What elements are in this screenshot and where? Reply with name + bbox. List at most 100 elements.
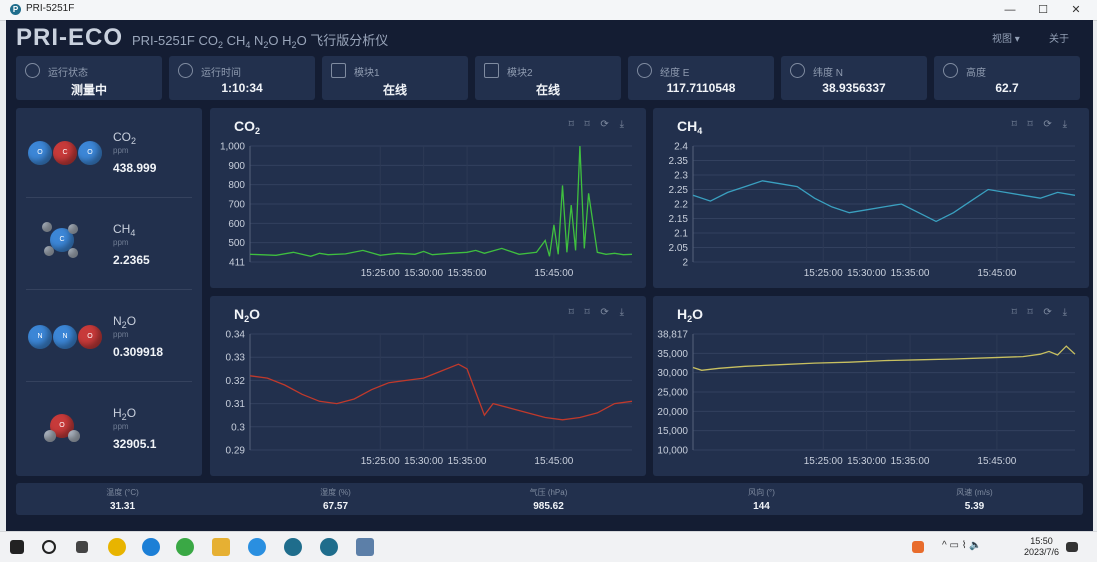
notification-icon[interactable]: [1066, 542, 1078, 552]
subtitle-text: O 飞行版分析仪: [296, 33, 389, 48]
stat-value: 1:10:34: [221, 81, 263, 95]
close-button[interactable]: ✕: [1071, 4, 1081, 16]
x-tick-label: 15:35:00: [448, 268, 487, 279]
maximize-button[interactable]: ☐: [1038, 4, 1048, 16]
task-view-icon[interactable]: [76, 541, 88, 553]
chart-icon: [331, 63, 346, 78]
y-tick-label: 10,000: [657, 446, 688, 457]
gas-readings-panel: O C O CO2 ppm 438.999 C CH4 ppm 2.2365 N…: [16, 108, 202, 476]
y-tick-label: 35,000: [657, 349, 688, 360]
x-tick-label: 15:35:00: [448, 456, 487, 467]
stat-value: 62.7: [995, 81, 1019, 95]
browser-icon[interactable]: [176, 538, 194, 556]
chart-toolbox[interactable]: ⌑ ⌑ ⟳ ⤓: [568, 307, 628, 318]
x-tick-label: 15:25:00: [804, 268, 843, 279]
chart-toolbox[interactable]: ⌑ ⌑ ⟳ ⤓: [1011, 307, 1071, 318]
chart-plot: 1,000 900 800 700 600 500 411 15:25:00 15:30:00 1…: [220, 142, 633, 279]
subtitle-sub: 2: [263, 40, 269, 50]
ch4-chart: 2.4 2.35 2.3 2.25 2.2 2.15 2.1 2.05 2 15:25:00 15:…: [653, 108, 1089, 288]
system-tray[interactable]: ^ ▭ ⌇ 🔈: [942, 540, 982, 551]
y-tick-label: 2.25: [669, 185, 689, 196]
gas-unit: ppm: [113, 330, 129, 339]
y-tick-label: 20,000: [657, 407, 688, 418]
series-line: [249, 145, 633, 257]
gas-name: N2O: [113, 314, 137, 330]
ie-icon[interactable]: [248, 538, 266, 556]
stat-altitude: 高度 62.7: [934, 56, 1080, 100]
nitrogen-atom-icon: N: [28, 325, 52, 349]
pri-app-icon[interactable]: [320, 538, 338, 556]
gas-name: H2O: [113, 406, 137, 422]
gas-row-ch4: C CH4 ppm 2.2365: [16, 200, 202, 290]
stat-value: 在线: [382, 83, 407, 97]
window-title: PRI-5251F: [26, 3, 75, 14]
y-tick-label: 2.3: [674, 171, 688, 182]
y-tick-label: 0.32: [226, 376, 246, 387]
taskbar-clock[interactable]: 15:50 2023/7/6: [1024, 536, 1059, 558]
stat-module1: 模块1 在线: [322, 56, 468, 100]
chrome-icon[interactable]: [108, 538, 126, 556]
pri-app-icon[interactable]: [284, 538, 302, 556]
divider: [26, 381, 192, 382]
weather-value: 5.39: [964, 501, 985, 512]
weather-wind-speed: 风速 (m/s) 5.39: [868, 483, 1081, 515]
gas-value: 0.309918: [113, 345, 164, 359]
gas-row-h2o: O H2O ppm 32905.1: [16, 384, 202, 474]
window-titlebar: P PRI-5251F — ☐ ✕: [0, 0, 1097, 21]
stat-label: 纬度 N: [813, 68, 843, 79]
gas-row-n2o: N N O N2O ppm 0.309918: [16, 292, 202, 382]
series-line: [692, 345, 1076, 371]
gas-value: 2.2365: [113, 253, 150, 267]
x-tick-label: 15:45:00: [534, 268, 573, 279]
weather-value: 144: [753, 501, 770, 512]
windows-start-icon[interactable]: [10, 540, 24, 554]
stat-label: 运行状态: [48, 68, 88, 79]
h2o-chart: 38,817 35,000 30,000 25,000 20,000 15,000 10,0…: [653, 296, 1089, 476]
stat-label: 经度 E: [660, 68, 690, 79]
y-tick-label: 411: [229, 258, 245, 269]
weather-value: 67.57: [322, 501, 349, 512]
chart-title: CH4: [677, 118, 703, 136]
about-menu[interactable]: 关于: [1049, 34, 1069, 45]
hydrogen-atom-icon: [68, 224, 78, 234]
chart-plot: 0.34 0.33 0.32 0.31 0.3 0.29 15:25:00 15:30:00 1…: [226, 330, 633, 467]
chart-toolbox[interactable]: ⌑ ⌑ ⟳ ⤓: [568, 119, 628, 130]
divider: [26, 197, 192, 198]
y-tick-label: 0.34: [226, 330, 246, 341]
series-line: [692, 180, 1076, 223]
y-tick-label: 0.3: [231, 422, 245, 433]
tray-app-icon[interactable]: [912, 541, 924, 553]
x-tick-label: 15:30:00: [404, 456, 443, 467]
x-tick-label: 15:25:00: [361, 268, 400, 279]
y-tick-label: 0.29: [226, 446, 246, 457]
gas-value: 438.999: [113, 161, 157, 175]
divider: [26, 289, 192, 290]
location-icon: [943, 63, 958, 78]
chart-toolbox[interactable]: ⌑ ⌑ ⟳ ⤓: [1011, 119, 1071, 130]
co2-chart: 1,000 900 800 700 600 500 411 15:25:00 15:30:00 1…: [210, 108, 646, 288]
view-menu[interactable]: 视图 ▾: [992, 34, 1020, 45]
subtitle-text: O H: [268, 33, 292, 48]
subtitle-sub: 2: [291, 40, 297, 50]
stat-label: 模块1: [354, 68, 380, 79]
stat-label: 高度: [966, 68, 986, 79]
edge-icon[interactable]: [142, 538, 160, 556]
minimize-button[interactable]: —: [1004, 4, 1016, 16]
app-icon: P: [10, 4, 21, 15]
carbon-atom-icon: C: [53, 141, 77, 165]
x-tick-label: 15:45:00: [534, 456, 573, 467]
app-window-icon[interactable]: [356, 538, 374, 556]
weather-label: 风向 (°): [748, 488, 775, 497]
hydrogen-atom-icon: [44, 246, 54, 256]
search-icon[interactable]: [42, 540, 56, 554]
x-tick-label: 15:30:00: [847, 268, 886, 279]
file-explorer-icon[interactable]: [212, 538, 230, 556]
y-tick-label: 2.35: [669, 156, 689, 167]
gas-row-co2: O C O CO2 ppm 438.999: [16, 108, 202, 198]
y-tick-label: 2.05: [669, 243, 689, 254]
y-tick-label: 700: [228, 200, 245, 211]
subtitle-sub: 2: [217, 40, 223, 50]
x-tick-label: 15:25:00: [361, 456, 400, 467]
hydrogen-atom-icon: [42, 222, 52, 232]
hydrogen-atom-icon: [68, 248, 78, 258]
